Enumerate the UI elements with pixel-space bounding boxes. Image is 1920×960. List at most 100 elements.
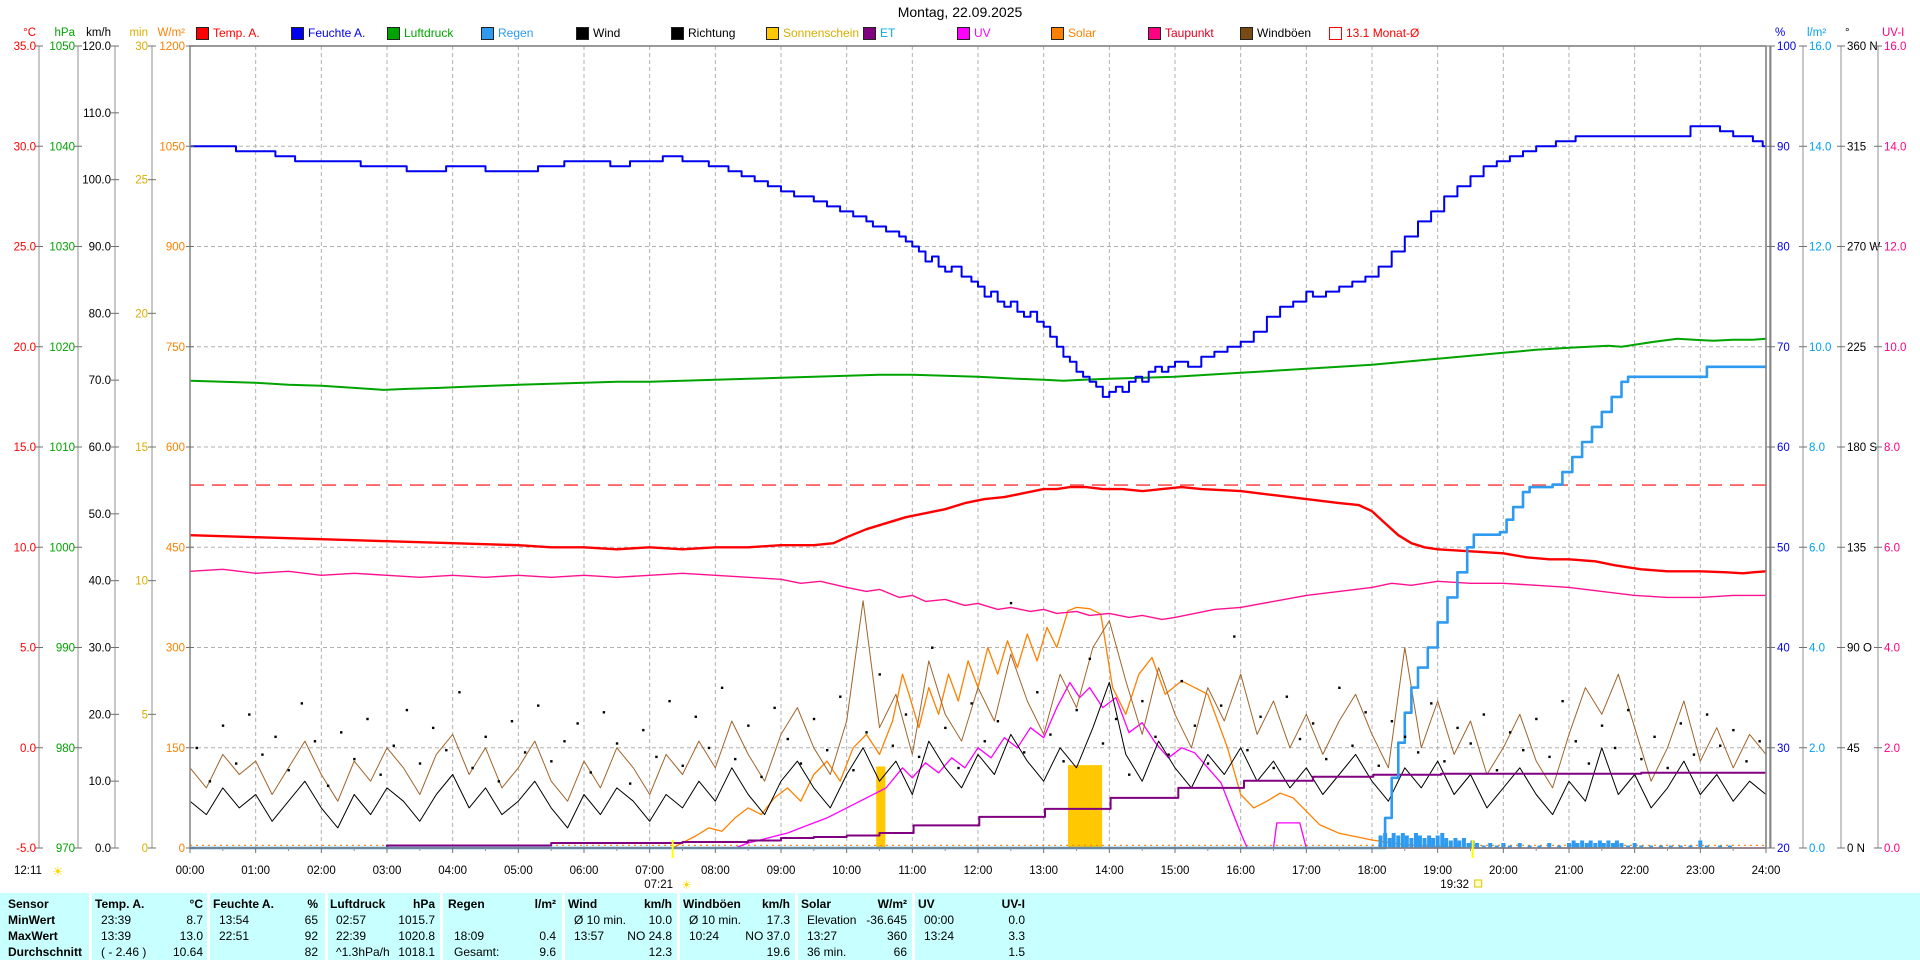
sensor-unit: km/h — [643, 897, 672, 911]
table-cell: 18:09 0.4 — [448, 928, 556, 944]
axis-label: 225 — [1847, 342, 1866, 354]
cell-value: NO 24.8 — [627, 929, 672, 943]
legend-item-temp-a: Temp. A. — [196, 26, 260, 40]
series-solar — [190, 606, 1766, 849]
legend-label: Feuchte A. — [308, 26, 366, 40]
page-title: Montag, 22.09.2025 — [897, 4, 1023, 20]
rain-bar — [1383, 832, 1388, 848]
direction-dot — [1653, 735, 1656, 739]
axis-label: 60 — [1777, 442, 1790, 454]
cell-value: 1018.1 — [398, 945, 435, 959]
rain-bar — [1475, 842, 1480, 848]
richtung-swatch-icon — [671, 26, 684, 40]
axis-label: W/m² — [158, 27, 186, 39]
direction-dot — [471, 766, 474, 770]
series-wind — [189, 681, 1767, 829]
table-cell: 13:39 13.0 — [95, 928, 203, 944]
axis-label: 16.0 — [1884, 41, 1906, 53]
direction-dot — [1758, 740, 1761, 743]
direction-dot — [1732, 728, 1735, 732]
legend-label: Richtung — [688, 26, 736, 40]
legend-item-wind: Wind — [576, 26, 620, 40]
axis-label: 270 W — [1847, 242, 1880, 254]
rain-bar — [1417, 835, 1422, 848]
direction-dot — [642, 728, 645, 732]
row-header: Sensor — [8, 897, 49, 911]
cell-time: 23:39 — [101, 913, 132, 927]
axis-label: 15.0 — [14, 442, 36, 454]
axis-label: 110.0 — [83, 108, 111, 120]
table-group-solar: Solar W/m² Elevation -36.645 13:27 360 36 min.… — [801, 896, 907, 960]
table-divider — [440, 893, 443, 960]
table-divider — [207, 893, 210, 960]
direction-dot — [1233, 635, 1236, 638]
direction-dot — [707, 746, 711, 750]
rain-bar — [1517, 842, 1522, 848]
direction-dot — [1364, 711, 1367, 714]
direction-dot — [537, 704, 540, 707]
direction-dot — [287, 769, 290, 772]
direction-dot — [852, 769, 855, 772]
axis-label: 10.0 — [89, 776, 111, 788]
axis-label: 02:00 — [307, 865, 336, 877]
axis-label: 15 — [135, 442, 148, 454]
rain-bar — [1584, 842, 1589, 848]
direction-dot — [563, 740, 566, 743]
rain-bar — [1527, 845, 1532, 848]
axis-label: 14.0 — [1884, 141, 1906, 153]
rain-bar — [1639, 845, 1644, 848]
cell-time: 36 min. — [807, 945, 847, 959]
direction-dot — [720, 686, 724, 689]
legend-item-sonnenschein: Sonnenschein — [766, 26, 859, 40]
rain-bar — [1575, 842, 1580, 848]
direction-dot — [734, 757, 737, 761]
axis-label: 22:00 — [1620, 865, 1649, 877]
axis-label: 4.0 — [1809, 643, 1825, 655]
direction-dot — [694, 715, 698, 718]
solar-swatch-icon — [1051, 26, 1064, 40]
direction-dot — [1180, 679, 1183, 683]
cell-value: NO 37.0 — [745, 929, 790, 943]
direction-dot — [917, 755, 921, 759]
direction-dot — [1062, 760, 1065, 763]
table-group-luftdruck: Luftdruck hPa 02:57 1015.7 22:39 1020.8 ^1.3hP… — [330, 896, 435, 960]
legend-item-uv: UV — [957, 26, 991, 40]
legend-item-regen: Regen — [481, 26, 533, 40]
direction-dot — [195, 746, 198, 750]
direction-dot — [208, 780, 212, 783]
table-cell: 82 — [213, 944, 318, 960]
axis-label: 10.0 — [1884, 342, 1906, 354]
legend-label: Taupunkt — [1165, 26, 1214, 40]
legend-label: Sonnenschein — [783, 26, 860, 40]
direction-dot — [602, 711, 606, 714]
rain-bar — [1488, 842, 1493, 848]
axis-label: 70 — [1777, 342, 1790, 354]
axis-label: 30 — [1777, 743, 1790, 755]
table-cell: 36 min. 66 — [801, 944, 907, 960]
feuchte-a-swatch-icon — [291, 26, 304, 40]
series-temp-a — [189, 485, 1767, 575]
table-group-wind: Wind km/h Ø 10 min. 10.0 13:57 NO 24.8 12.3 — [568, 896, 672, 960]
cell-value: 0.0 — [1008, 913, 1025, 927]
direction-dot — [1377, 764, 1380, 767]
direction-dot — [904, 713, 908, 716]
cell-value: 66 — [893, 945, 907, 959]
rain-bar — [1649, 845, 1654, 848]
direction-dot — [523, 751, 527, 754]
rain-bar — [1444, 837, 1449, 848]
axis-label: 970 — [56, 843, 75, 855]
legend-item-et: ET — [863, 26, 895, 40]
legend-label: Regen — [498, 26, 534, 40]
regen-swatch-icon — [481, 26, 494, 40]
direction-dot — [1167, 753, 1170, 756]
axis-label: 80 — [1777, 242, 1790, 254]
rain-bar — [1688, 845, 1693, 848]
direction-dot — [1141, 699, 1144, 703]
axis-label: 100 — [1777, 41, 1796, 53]
table-group-uv: UV UV-I 00:00 0.0 13:24 3.3 1.5 — [918, 896, 1025, 960]
rain-bar — [1427, 835, 1432, 848]
cell-time — [448, 913, 454, 927]
axis-label: 90.0 — [89, 242, 111, 254]
series-et — [190, 771, 1766, 849]
